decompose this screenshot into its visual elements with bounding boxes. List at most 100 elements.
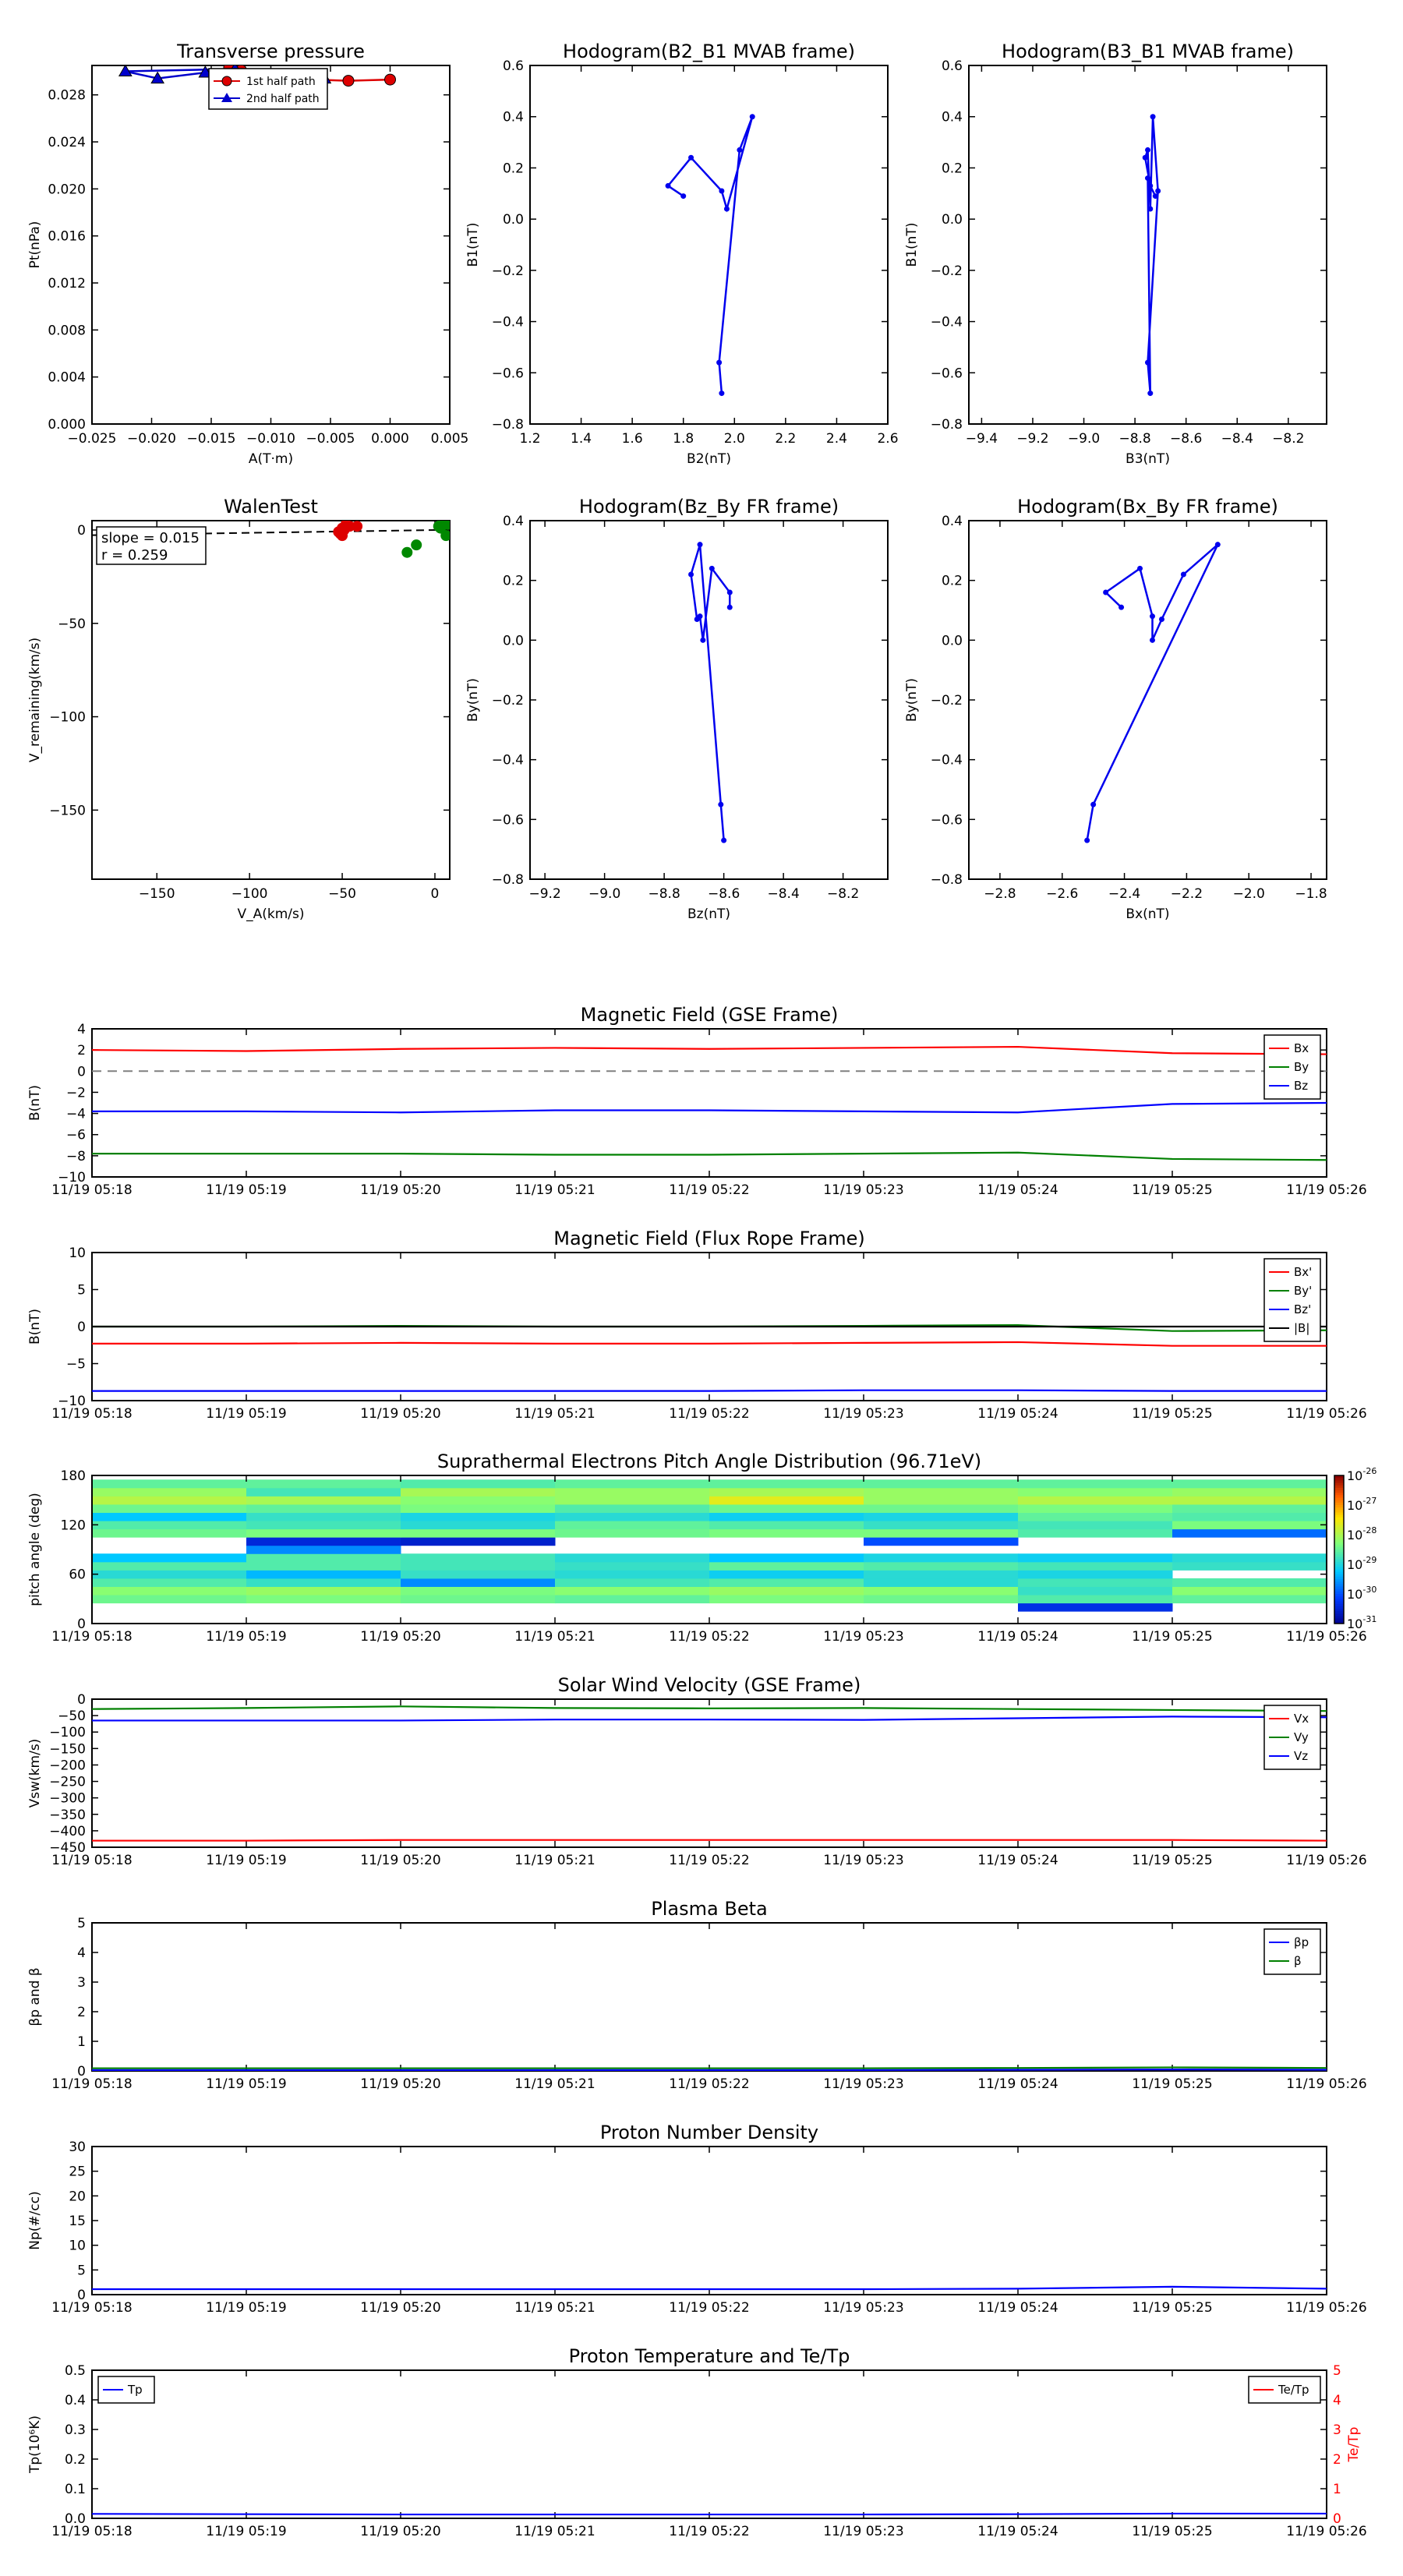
x-tick-label: −2.6 [1046,886,1078,902]
y-tick-label: 0.016 [48,229,86,245]
axes-frame [529,65,889,425]
data-point [737,147,743,153]
y-tick-label: 4 [77,1022,86,1037]
heatmap-cell [555,1553,710,1563]
x-tick-label: 0.000 [371,431,409,447]
chart-walen-test: WalenTest −150 −100 −50 0 −150 −100 −50 0 V_remai… [27,496,451,922]
legend-label: By' [1294,1284,1312,1298]
y-tick-label: −200 [49,1758,86,1773]
colorbar-segment [1334,1574,1344,1578]
x-tick-label: 0.005 [431,431,469,447]
heatmap-cell [401,1578,556,1587]
y-tick-label: 20 [69,2189,86,2204]
time-tick-label: 11/19 05:24 [977,1406,1058,1422]
colorbar-segment [1334,1603,1344,1607]
legend-label: βp [1294,1935,1309,1949]
time-tick-label: 11/19 05:24 [977,1629,1058,1645]
heatmap-cell [555,1521,710,1530]
x-tick-label: −0.010 [246,431,295,447]
y-tick-label: −50 [58,1708,86,1724]
colorbar-tick-label: 10-29 [1347,1555,1376,1572]
colorbar-segment [1334,1613,1344,1617]
plot-area [1142,114,1161,397]
data-point [716,359,723,366]
y-tick-label: 0.4 [942,514,963,529]
y-tick-label: 2 [77,2005,86,2020]
legend-label: Bz' [1294,1302,1311,1316]
heatmap-cell [555,1578,710,1587]
heatmap-cell [246,1553,401,1563]
heatmap-cell [246,1570,401,1579]
heatmap-cell [246,1586,401,1595]
heatmap-cell [709,1578,864,1587]
y2-tick-label: 4 [1333,2393,1341,2408]
x-axis-label: A(T·m) [249,451,293,467]
y-tick-label: −0.8 [931,872,963,888]
y-tick-label: 0 [77,1617,86,1632]
x-tick-label: 2.4 [826,431,847,447]
data-point [700,637,706,643]
colorbar-segment [1334,1606,1344,1610]
x-tick-label: −1.8 [1295,886,1327,902]
data-point [694,617,700,622]
heatmap-cell [246,1528,401,1538]
heatmap-cell [92,1496,247,1505]
time-tick-label: 11/19 05:25 [1132,1182,1212,1198]
time-tick-label: 11/19 05:18 [51,2076,132,2092]
y-tick-label: 10 [69,2239,86,2254]
x-tick-label: −150 [139,886,175,902]
legend-marker [221,76,232,87]
colorbar-segment [1334,1591,1344,1595]
heatmap-cell [864,1553,1019,1563]
time-tick-label: 11/19 05:18 [51,1182,132,1198]
x-tick-label: −8.4 [1221,431,1253,447]
colorbar-segment [1334,1571,1344,1575]
heatmap-cell [246,1595,401,1604]
heatmap-cell [709,1512,864,1521]
colorbar-tick-label: 10-31 [1347,1614,1376,1631]
heatmap-cell [92,1479,247,1489]
chart-solar-wind-velocity: Solar Wind Velocity (GSE Frame)−450−400−… [27,1674,1367,1868]
chart-title: Hodogram(B3_B1 MVAB frame) [1002,41,1294,62]
y-axis-label: Np(#/cc) [27,2191,43,2249]
y-tick-label: 0.0 [65,2511,86,2527]
x-tick-label: −8.6 [1170,431,1202,447]
y-tick-label: 0 [77,2288,86,2303]
chart-title: Proton Number Density [600,2122,818,2143]
y-tick-label: −0.2 [492,693,524,708]
time-tick-label: 11/19 05:19 [206,1629,286,1645]
colorbar-segment [1334,1487,1344,1491]
colorbar-segment [1334,1554,1344,1557]
heatmap-cell [555,1512,710,1521]
series-line [92,2069,1327,2071]
time-tick-label: 11/19 05:22 [669,2076,749,2092]
colorbar-tick-label: 10-28 [1347,1525,1376,1542]
heatmap-cell [709,1561,864,1571]
y-tick-label: 10 [69,1246,86,1261]
colorbar-segment [1334,1529,1344,1533]
data-point [1214,542,1221,548]
colorbar-segment [1334,1561,1344,1565]
y-tick-label: −0.6 [492,812,524,828]
colorbar-segment [1334,1569,1344,1572]
axes-frame [91,520,451,880]
heatmap-cell [246,1578,401,1587]
x-tick-label: 1.6 [622,431,643,447]
data-point [1152,193,1158,200]
colorbar-segment [1334,1594,1344,1597]
y-tick-label: −5 [66,1357,86,1373]
colorbar-tick-exponent: -26 [1362,1466,1376,1476]
axes-frame [91,1922,1327,2072]
x-tick-label: −8.6 [708,886,740,902]
time-tick-label: 11/19 05:24 [977,2300,1058,2316]
heatmap-cell [1018,1561,1173,1571]
heatmap-cell [1018,1496,1173,1505]
time-tick-label: 11/19 05:22 [669,1406,749,1422]
x-tick-label: −0.015 [187,431,236,447]
colorbar-segment [1334,1616,1344,1620]
y-tick-label: 0 [77,523,86,539]
data-point [342,75,355,87]
y-tick-label: −6 [66,1128,86,1143]
y-axis-label: βp and β [27,1967,43,2026]
time-tick-label: 11/19 05:20 [360,1182,440,1198]
